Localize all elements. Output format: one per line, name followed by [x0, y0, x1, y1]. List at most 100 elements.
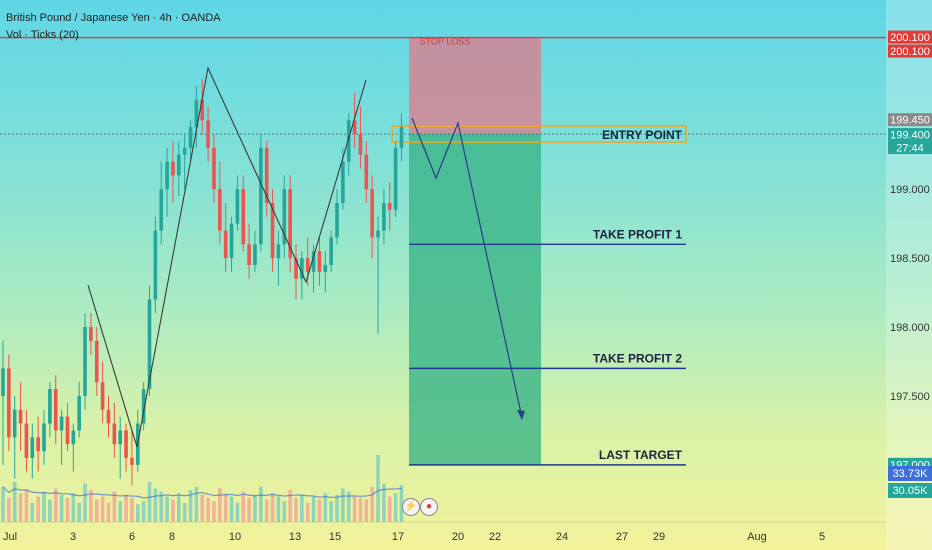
volume-bar	[30, 502, 35, 522]
volume-bar	[112, 491, 117, 522]
x-tick-label: 13	[289, 531, 301, 543]
price-badge-label: 200.100	[890, 32, 930, 44]
volume-bar	[218, 488, 222, 522]
x-tick-label: Aug	[747, 531, 767, 543]
candle	[147, 299, 152, 390]
candle	[124, 430, 128, 458]
volume-bar	[194, 486, 199, 522]
candle	[53, 389, 58, 431]
record-icon[interactable]: ●	[420, 498, 438, 516]
candle	[223, 230, 228, 259]
volume-bar	[83, 483, 87, 522]
chart-legend: British Pound / Japanese Yen · 4h · OAND…	[6, 10, 221, 44]
volume-bar	[323, 493, 328, 522]
last-target-label: LAST TARGET	[599, 448, 683, 462]
candle	[165, 161, 169, 190]
volume-ma-line	[2, 486, 402, 499]
candle	[171, 161, 175, 176]
x-tick-label: 10	[229, 531, 241, 543]
entry-point-box	[391, 125, 687, 143]
x-tick-label: 8	[169, 531, 175, 543]
volume-bar	[382, 483, 386, 522]
volume-bar	[118, 501, 122, 522]
price-badge	[888, 30, 932, 44]
volume-bar	[1, 486, 5, 522]
price-badge	[888, 128, 932, 142]
candle	[241, 189, 246, 245]
candle	[24, 423, 29, 458]
x-tick-label: 5	[819, 531, 825, 543]
stop-loss-label: STOP LOSS	[420, 37, 471, 47]
volume-bar	[100, 496, 105, 522]
candle	[288, 189, 292, 259]
candle	[100, 382, 105, 410]
volume-bar	[305, 502, 310, 522]
volume-bar	[89, 490, 93, 522]
candle	[276, 244, 281, 259]
y-tick-label: 197.500	[890, 391, 930, 403]
candle	[153, 230, 158, 300]
volume-bar	[42, 491, 46, 522]
volume-bar	[212, 501, 216, 522]
volume-bar	[300, 494, 304, 522]
volume-bar	[71, 493, 76, 522]
price-badge-label: 200.100	[890, 46, 930, 58]
volume-bar	[188, 490, 193, 522]
volume-bar	[223, 493, 228, 522]
volume-bar	[393, 493, 398, 522]
volume-bar	[329, 501, 333, 522]
volume-bar	[200, 494, 205, 522]
price-badge-label: 199.450	[890, 115, 930, 127]
candle	[352, 120, 357, 135]
candle	[83, 327, 87, 396]
volume-bar	[387, 496, 392, 522]
volume-bar	[24, 490, 29, 522]
stop-loss-zone	[409, 37, 541, 135]
x-tick-label: 6	[129, 531, 135, 543]
candle	[300, 258, 304, 279]
volume-badge	[888, 483, 932, 498]
candle	[259, 147, 263, 245]
candle	[282, 189, 287, 245]
candle	[323, 265, 328, 272]
x-tick-label: Jul	[3, 531, 17, 543]
candle	[264, 147, 269, 203]
price-badge-label: 27:44	[896, 143, 924, 155]
x-tick-label: 24	[556, 531, 568, 543]
candle	[364, 154, 369, 190]
volume-bar	[182, 502, 187, 522]
volume-bar	[346, 491, 351, 522]
candle	[12, 409, 17, 438]
lightning-icon[interactable]: ⚡	[402, 498, 420, 516]
candle	[188, 127, 193, 148]
y-tick-label: 198.500	[890, 253, 930, 265]
candle	[94, 340, 99, 383]
candle	[399, 127, 404, 148]
candle	[294, 258, 298, 279]
candle	[376, 230, 380, 238]
volume-bar	[77, 502, 81, 522]
candle	[71, 430, 76, 445]
volume-bar	[311, 496, 316, 522]
candle	[346, 120, 351, 162]
price-badge	[888, 141, 932, 155]
volume-bar	[141, 501, 146, 522]
volume-bar	[341, 488, 345, 522]
volume-bar	[18, 493, 23, 522]
candle	[141, 389, 146, 424]
candle	[247, 244, 251, 265]
candle	[200, 99, 205, 121]
x-tick-label: 29	[653, 531, 665, 543]
candle	[77, 395, 81, 431]
candle	[341, 161, 345, 203]
volume-bar	[153, 488, 158, 522]
projected-path	[411, 117, 523, 419]
volume-bar	[358, 498, 363, 522]
volume-indicator-label: Vol · Ticks (20)	[6, 29, 79, 41]
candle	[7, 368, 11, 438]
profit-zone	[409, 134, 541, 465]
candle	[65, 416, 70, 445]
take-profit-2-label: TAKE PROFIT 2	[593, 351, 682, 365]
